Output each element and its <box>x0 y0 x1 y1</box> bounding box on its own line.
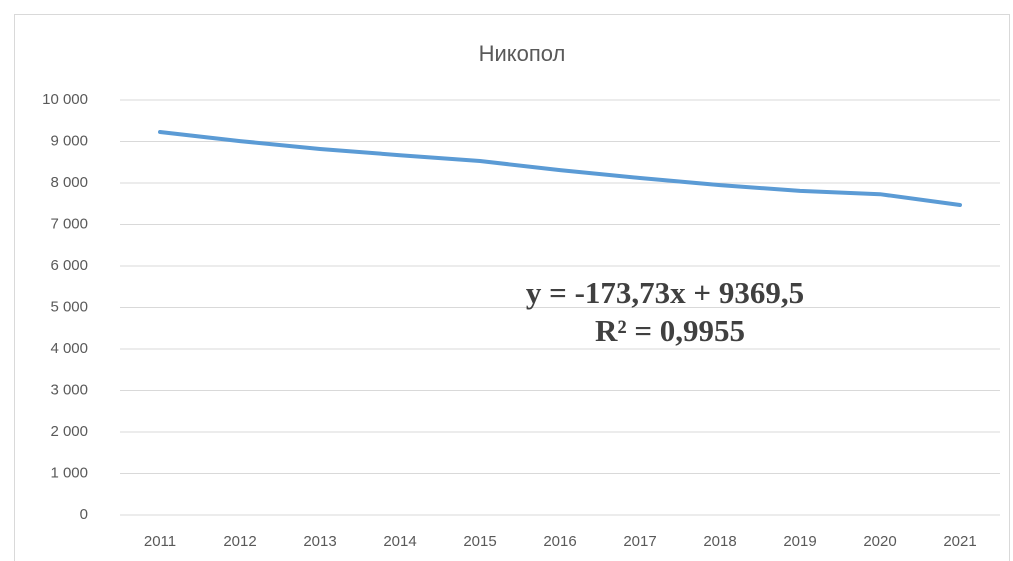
y-tick-label: 8 000 <box>50 174 88 191</box>
y-tick-label: 9 000 <box>50 132 88 149</box>
y-tick-label: 2 000 <box>50 423 88 440</box>
chart-frame <box>14 14 1010 561</box>
y-tick-label: 10 000 <box>42 91 88 108</box>
y-tick-label: 0 <box>80 506 88 523</box>
x-tick-label: 2017 <box>623 533 656 550</box>
y-tick-label: 4 000 <box>50 340 88 357</box>
trendline-equation: R² = 0,9955 <box>595 313 745 348</box>
x-tick-label: 2019 <box>783 533 816 550</box>
y-tick-label: 5 000 <box>50 298 88 315</box>
x-tick-label: 2018 <box>703 533 736 550</box>
y-tick-label: 7 000 <box>50 215 88 232</box>
y-tick-label: 6 000 <box>50 257 88 274</box>
data-line <box>158 129 962 207</box>
x-tick-label: 2021 <box>943 533 976 550</box>
x-tick-label: 2012 <box>223 533 256 550</box>
trendline-equation: y = -173,73x + 9369,5 <box>526 275 804 310</box>
y-tick-label: 3 000 <box>50 381 88 398</box>
chart-title: Никопол <box>479 41 566 66</box>
x-tick-label: 2015 <box>463 533 496 550</box>
x-tick-label: 2016 <box>543 533 576 550</box>
x-tick-label: 2020 <box>863 533 896 550</box>
x-tick-label: 2014 <box>383 533 416 550</box>
y-tick-label: 1 000 <box>50 464 88 481</box>
x-tick-label: 2011 <box>144 533 176 550</box>
x-tick-label: 2013 <box>303 533 336 550</box>
